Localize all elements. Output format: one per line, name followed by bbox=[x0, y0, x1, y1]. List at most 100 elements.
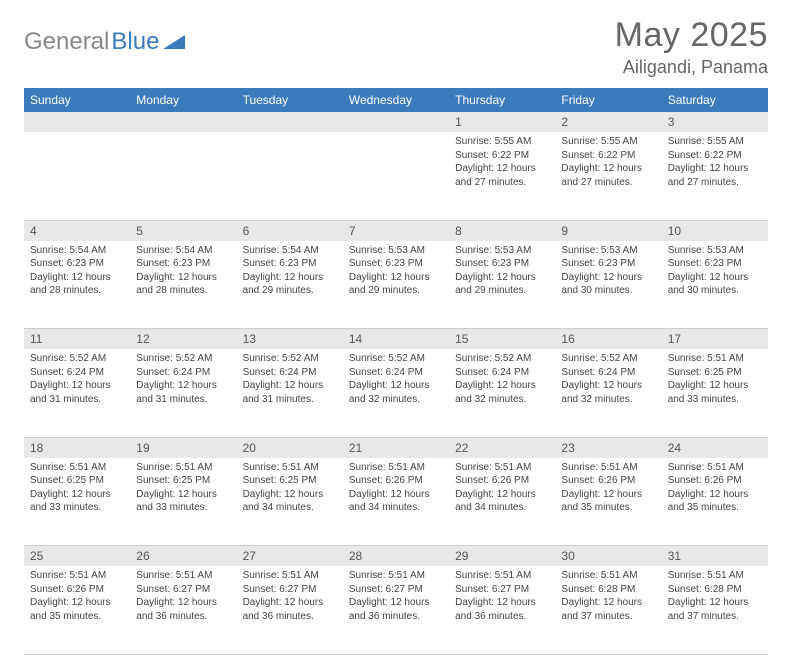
month-title: May 2025 bbox=[615, 16, 768, 55]
day-number-cell: 17 bbox=[662, 329, 768, 350]
day-cell: Sunrise: 5:52 AMSunset: 6:24 PMDaylight:… bbox=[555, 349, 661, 437]
day-cell: Sunrise: 5:51 AMSunset: 6:26 PMDaylight:… bbox=[343, 458, 449, 546]
day-details: Sunrise: 5:51 AMSunset: 6:26 PMDaylight:… bbox=[555, 458, 661, 521]
day-details: Sunrise: 5:51 AMSunset: 6:25 PMDaylight:… bbox=[130, 458, 236, 521]
day-number-cell: 18 bbox=[24, 437, 130, 458]
day-number-row: 123 bbox=[24, 112, 768, 132]
day-details: Sunrise: 5:52 AMSunset: 6:24 PMDaylight:… bbox=[237, 349, 343, 412]
day-number-cell: 21 bbox=[343, 437, 449, 458]
day-details: Sunrise: 5:51 AMSunset: 6:28 PMDaylight:… bbox=[662, 566, 768, 629]
page-header: GeneralBlue May 2025 Ailigandi, Panama bbox=[24, 16, 768, 78]
day-number: 26 bbox=[136, 549, 149, 563]
day-number: 31 bbox=[668, 549, 681, 563]
day-number: 25 bbox=[30, 549, 43, 563]
day-number-cell: 24 bbox=[662, 437, 768, 458]
weekday-header: Tuesday bbox=[237, 88, 343, 112]
day-number: 16 bbox=[561, 332, 574, 346]
weekday-header: Monday bbox=[130, 88, 236, 112]
day-number: 10 bbox=[668, 224, 681, 238]
day-number: 27 bbox=[243, 549, 256, 563]
day-cell: Sunrise: 5:51 AMSunset: 6:27 PMDaylight:… bbox=[343, 566, 449, 654]
day-number: 13 bbox=[243, 332, 256, 346]
day-content-row: Sunrise: 5:55 AMSunset: 6:22 PMDaylight:… bbox=[24, 132, 768, 220]
day-cell: Sunrise: 5:51 AMSunset: 6:27 PMDaylight:… bbox=[449, 566, 555, 654]
day-number-cell: 2 bbox=[555, 112, 661, 132]
day-details: Sunrise: 5:51 AMSunset: 6:25 PMDaylight:… bbox=[237, 458, 343, 521]
day-cell: Sunrise: 5:51 AMSunset: 6:25 PMDaylight:… bbox=[130, 458, 236, 546]
day-details: Sunrise: 5:51 AMSunset: 6:27 PMDaylight:… bbox=[237, 566, 343, 629]
day-details: Sunrise: 5:54 AMSunset: 6:23 PMDaylight:… bbox=[130, 241, 236, 304]
day-number-cell: 26 bbox=[130, 546, 236, 567]
day-details: Sunrise: 5:51 AMSunset: 6:26 PMDaylight:… bbox=[343, 458, 449, 521]
day-number: 6 bbox=[243, 224, 250, 238]
title-block: May 2025 Ailigandi, Panama bbox=[615, 16, 768, 78]
day-number-cell: 7 bbox=[343, 220, 449, 241]
day-number-cell: 6 bbox=[237, 220, 343, 241]
day-cell: Sunrise: 5:52 AMSunset: 6:24 PMDaylight:… bbox=[449, 349, 555, 437]
day-cell: Sunrise: 5:53 AMSunset: 6:23 PMDaylight:… bbox=[343, 241, 449, 329]
day-cell: Sunrise: 5:53 AMSunset: 6:23 PMDaylight:… bbox=[555, 241, 661, 329]
day-number-row: 11121314151617 bbox=[24, 329, 768, 350]
day-number-cell bbox=[237, 112, 343, 132]
day-details: Sunrise: 5:53 AMSunset: 6:23 PMDaylight:… bbox=[449, 241, 555, 304]
day-number-cell bbox=[343, 112, 449, 132]
day-cell bbox=[237, 132, 343, 220]
day-cell: Sunrise: 5:52 AMSunset: 6:24 PMDaylight:… bbox=[237, 349, 343, 437]
day-cell: Sunrise: 5:55 AMSunset: 6:22 PMDaylight:… bbox=[555, 132, 661, 220]
day-details: Sunrise: 5:52 AMSunset: 6:24 PMDaylight:… bbox=[130, 349, 236, 412]
day-cell: Sunrise: 5:51 AMSunset: 6:26 PMDaylight:… bbox=[555, 458, 661, 546]
day-cell: Sunrise: 5:54 AMSunset: 6:23 PMDaylight:… bbox=[237, 241, 343, 329]
day-number: 11 bbox=[30, 332, 42, 346]
day-content-row: Sunrise: 5:51 AMSunset: 6:25 PMDaylight:… bbox=[24, 458, 768, 546]
day-number: 19 bbox=[136, 441, 149, 455]
day-number: 8 bbox=[455, 224, 462, 238]
day-number-cell: 3 bbox=[662, 112, 768, 132]
day-details: Sunrise: 5:51 AMSunset: 6:27 PMDaylight:… bbox=[449, 566, 555, 629]
day-number-cell: 14 bbox=[343, 329, 449, 350]
day-number-cell: 31 bbox=[662, 546, 768, 567]
day-number: 7 bbox=[349, 224, 356, 238]
day-details: Sunrise: 5:54 AMSunset: 6:23 PMDaylight:… bbox=[237, 241, 343, 304]
day-number-cell: 8 bbox=[449, 220, 555, 241]
day-cell: Sunrise: 5:52 AMSunset: 6:24 PMDaylight:… bbox=[343, 349, 449, 437]
brand-part1: General bbox=[24, 28, 109, 56]
day-details: Sunrise: 5:51 AMSunset: 6:28 PMDaylight:… bbox=[555, 566, 661, 629]
day-number: 9 bbox=[561, 224, 568, 238]
day-content-row: Sunrise: 5:52 AMSunset: 6:24 PMDaylight:… bbox=[24, 349, 768, 437]
day-details: Sunrise: 5:51 AMSunset: 6:25 PMDaylight:… bbox=[24, 458, 130, 521]
day-number-cell: 27 bbox=[237, 546, 343, 567]
day-cell: Sunrise: 5:51 AMSunset: 6:25 PMDaylight:… bbox=[237, 458, 343, 546]
day-number: 20 bbox=[243, 441, 256, 455]
day-number-cell: 12 bbox=[130, 329, 236, 350]
day-details: Sunrise: 5:52 AMSunset: 6:24 PMDaylight:… bbox=[555, 349, 661, 412]
day-details: Sunrise: 5:53 AMSunset: 6:23 PMDaylight:… bbox=[662, 241, 768, 304]
day-number: 24 bbox=[668, 441, 681, 455]
day-number-cell: 13 bbox=[237, 329, 343, 350]
day-cell: Sunrise: 5:51 AMSunset: 6:26 PMDaylight:… bbox=[662, 458, 768, 546]
day-details: Sunrise: 5:55 AMSunset: 6:22 PMDaylight:… bbox=[449, 132, 555, 195]
day-number: 30 bbox=[561, 549, 574, 563]
day-number: 4 bbox=[30, 224, 37, 238]
day-number: 21 bbox=[349, 441, 362, 455]
day-cell: Sunrise: 5:51 AMSunset: 6:26 PMDaylight:… bbox=[449, 458, 555, 546]
calendar-body: 123Sunrise: 5:55 AMSunset: 6:22 PMDaylig… bbox=[24, 112, 768, 654]
day-cell: Sunrise: 5:53 AMSunset: 6:23 PMDaylight:… bbox=[662, 241, 768, 329]
triangle-icon bbox=[163, 28, 185, 56]
day-details: Sunrise: 5:51 AMSunset: 6:27 PMDaylight:… bbox=[130, 566, 236, 629]
day-cell: Sunrise: 5:54 AMSunset: 6:23 PMDaylight:… bbox=[24, 241, 130, 329]
day-number-row: 18 19 20 21 22 23 24 bbox=[24, 437, 768, 458]
day-number-cell: 25 bbox=[24, 546, 130, 567]
day-number: 12 bbox=[136, 332, 149, 346]
day-details: Sunrise: 5:51 AMSunset: 6:27 PMDaylight:… bbox=[343, 566, 449, 629]
day-cell: Sunrise: 5:55 AMSunset: 6:22 PMDaylight:… bbox=[449, 132, 555, 220]
day-number: 22 bbox=[455, 441, 468, 455]
day-cell: Sunrise: 5:51 AMSunset: 6:27 PMDaylight:… bbox=[130, 566, 236, 654]
day-cell: Sunrise: 5:52 AMSunset: 6:24 PMDaylight:… bbox=[24, 349, 130, 437]
day-cell bbox=[130, 132, 236, 220]
day-number: 17 bbox=[668, 332, 681, 346]
day-number-cell: 23 bbox=[555, 437, 661, 458]
day-number-cell: 16 bbox=[555, 329, 661, 350]
day-number-cell: 19 bbox=[130, 437, 236, 458]
day-number-cell: 11 bbox=[24, 329, 130, 350]
day-details: Sunrise: 5:52 AMSunset: 6:24 PMDaylight:… bbox=[343, 349, 449, 412]
